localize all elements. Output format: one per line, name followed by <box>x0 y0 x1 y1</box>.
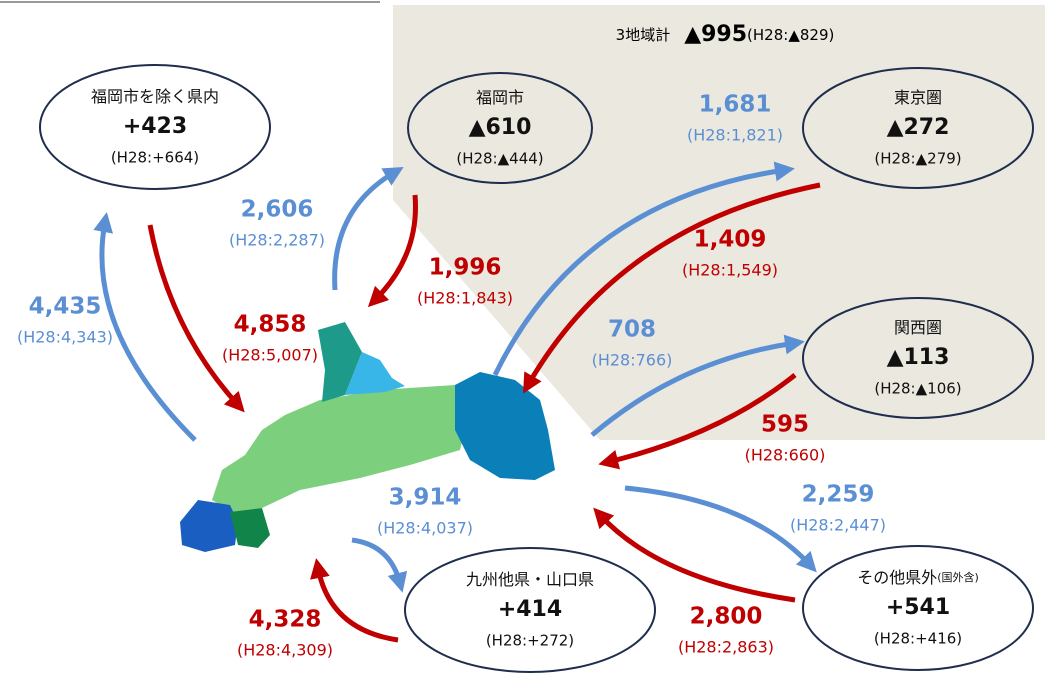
summary: 3地域計 ▲995(H28:▲829) <box>616 22 835 47</box>
flow-arrow <box>367 194 418 308</box>
flow-value: 1,681 <box>699 92 772 118</box>
node-name-text: 東京圏 <box>894 88 942 107</box>
flow-arrow <box>598 373 797 470</box>
map <box>180 322 555 552</box>
flow-prev: (H28:5,007) <box>222 346 318 365</box>
node-name: 東京圏 <box>894 88 942 107</box>
node-value: +423 <box>123 114 187 139</box>
node-name-text: 福岡市 <box>476 88 524 107</box>
node-name: 九州他県・山口県 <box>466 570 594 589</box>
node-name-text: 福岡市を除く県内 <box>91 87 219 106</box>
flow-value: 1,996 <box>429 255 502 281</box>
flow-prev: (H28:766) <box>592 351 673 370</box>
node-note: (国外含) <box>937 570 979 584</box>
flow-prev: (H28:660) <box>745 446 826 465</box>
flow-arrow <box>310 558 399 643</box>
node-name: 福岡市を除く県内 <box>91 87 219 106</box>
flow-prev: (H28:1,549) <box>682 261 778 280</box>
node <box>802 297 1034 419</box>
flow-prev: (H28:4,343) <box>17 328 113 347</box>
node-name: その他県外(国外含) <box>857 568 979 587</box>
node-name-text: 九州他県・山口県 <box>466 570 594 589</box>
node <box>39 64 271 190</box>
node-prev: (H28:+664) <box>111 149 199 167</box>
summary-value: ▲995 <box>684 22 747 47</box>
node-prev: (H28:▲106) <box>874 380 961 398</box>
flow-value: 2,259 <box>802 482 875 508</box>
summary-label: 3地域計 <box>616 26 671 44</box>
flow-arrow <box>593 507 796 603</box>
node-name-text: 関西圏 <box>894 318 942 337</box>
flow-arrow <box>332 166 404 291</box>
node-value: +414 <box>498 597 562 622</box>
flow-arrow <box>590 334 805 437</box>
summary-prev: (H28:▲829) <box>747 26 834 44</box>
flow-arrow <box>624 485 817 573</box>
flow-prev: (H28:1,843) <box>417 289 513 308</box>
flow-value: 1,409 <box>694 227 767 253</box>
flow-arrow <box>523 182 821 394</box>
node-prev: (H28:+272) <box>486 632 574 650</box>
node-prev: (H28:▲444) <box>456 150 543 168</box>
flow-prev: (H28:4,309) <box>237 641 333 660</box>
flow-value: 2,606 <box>241 197 314 223</box>
flow-arrow <box>492 161 795 377</box>
flow-arrow <box>147 224 245 413</box>
node-value: +541 <box>886 595 950 620</box>
flow-value: 708 <box>608 317 656 343</box>
flow-prev: (H28:2,447) <box>790 516 886 535</box>
node-value: ▲272 <box>887 115 950 140</box>
node <box>407 72 593 184</box>
flow-value: 595 <box>761 412 809 438</box>
flow-prev: (H28:2,863) <box>678 638 774 657</box>
node-value: ▲610 <box>469 115 532 140</box>
flow-arrow <box>93 212 197 442</box>
node <box>802 67 1034 189</box>
node-name-text: その他県外 <box>857 568 937 587</box>
node-prev: (H28:+416) <box>874 630 962 648</box>
flow-value: 4,435 <box>29 294 102 320</box>
node-prev: (H28:▲279) <box>874 150 961 168</box>
flow-prev: (H28:2,287) <box>229 231 325 250</box>
node <box>802 545 1034 671</box>
flow-value: 4,858 <box>234 312 307 338</box>
node-name: 関西圏 <box>894 318 942 337</box>
flow-arrow <box>351 537 408 593</box>
flow-prev: (H28:1,821) <box>687 126 783 145</box>
flow-value: 4,328 <box>249 607 322 633</box>
node-value: ▲113 <box>887 345 950 370</box>
flow-prev: (H28:4,037) <box>377 519 473 538</box>
flow-value: 2,800 <box>690 604 763 630</box>
flow-value: 3,914 <box>389 485 462 511</box>
node <box>404 547 656 673</box>
node-name: 福岡市 <box>476 88 524 107</box>
